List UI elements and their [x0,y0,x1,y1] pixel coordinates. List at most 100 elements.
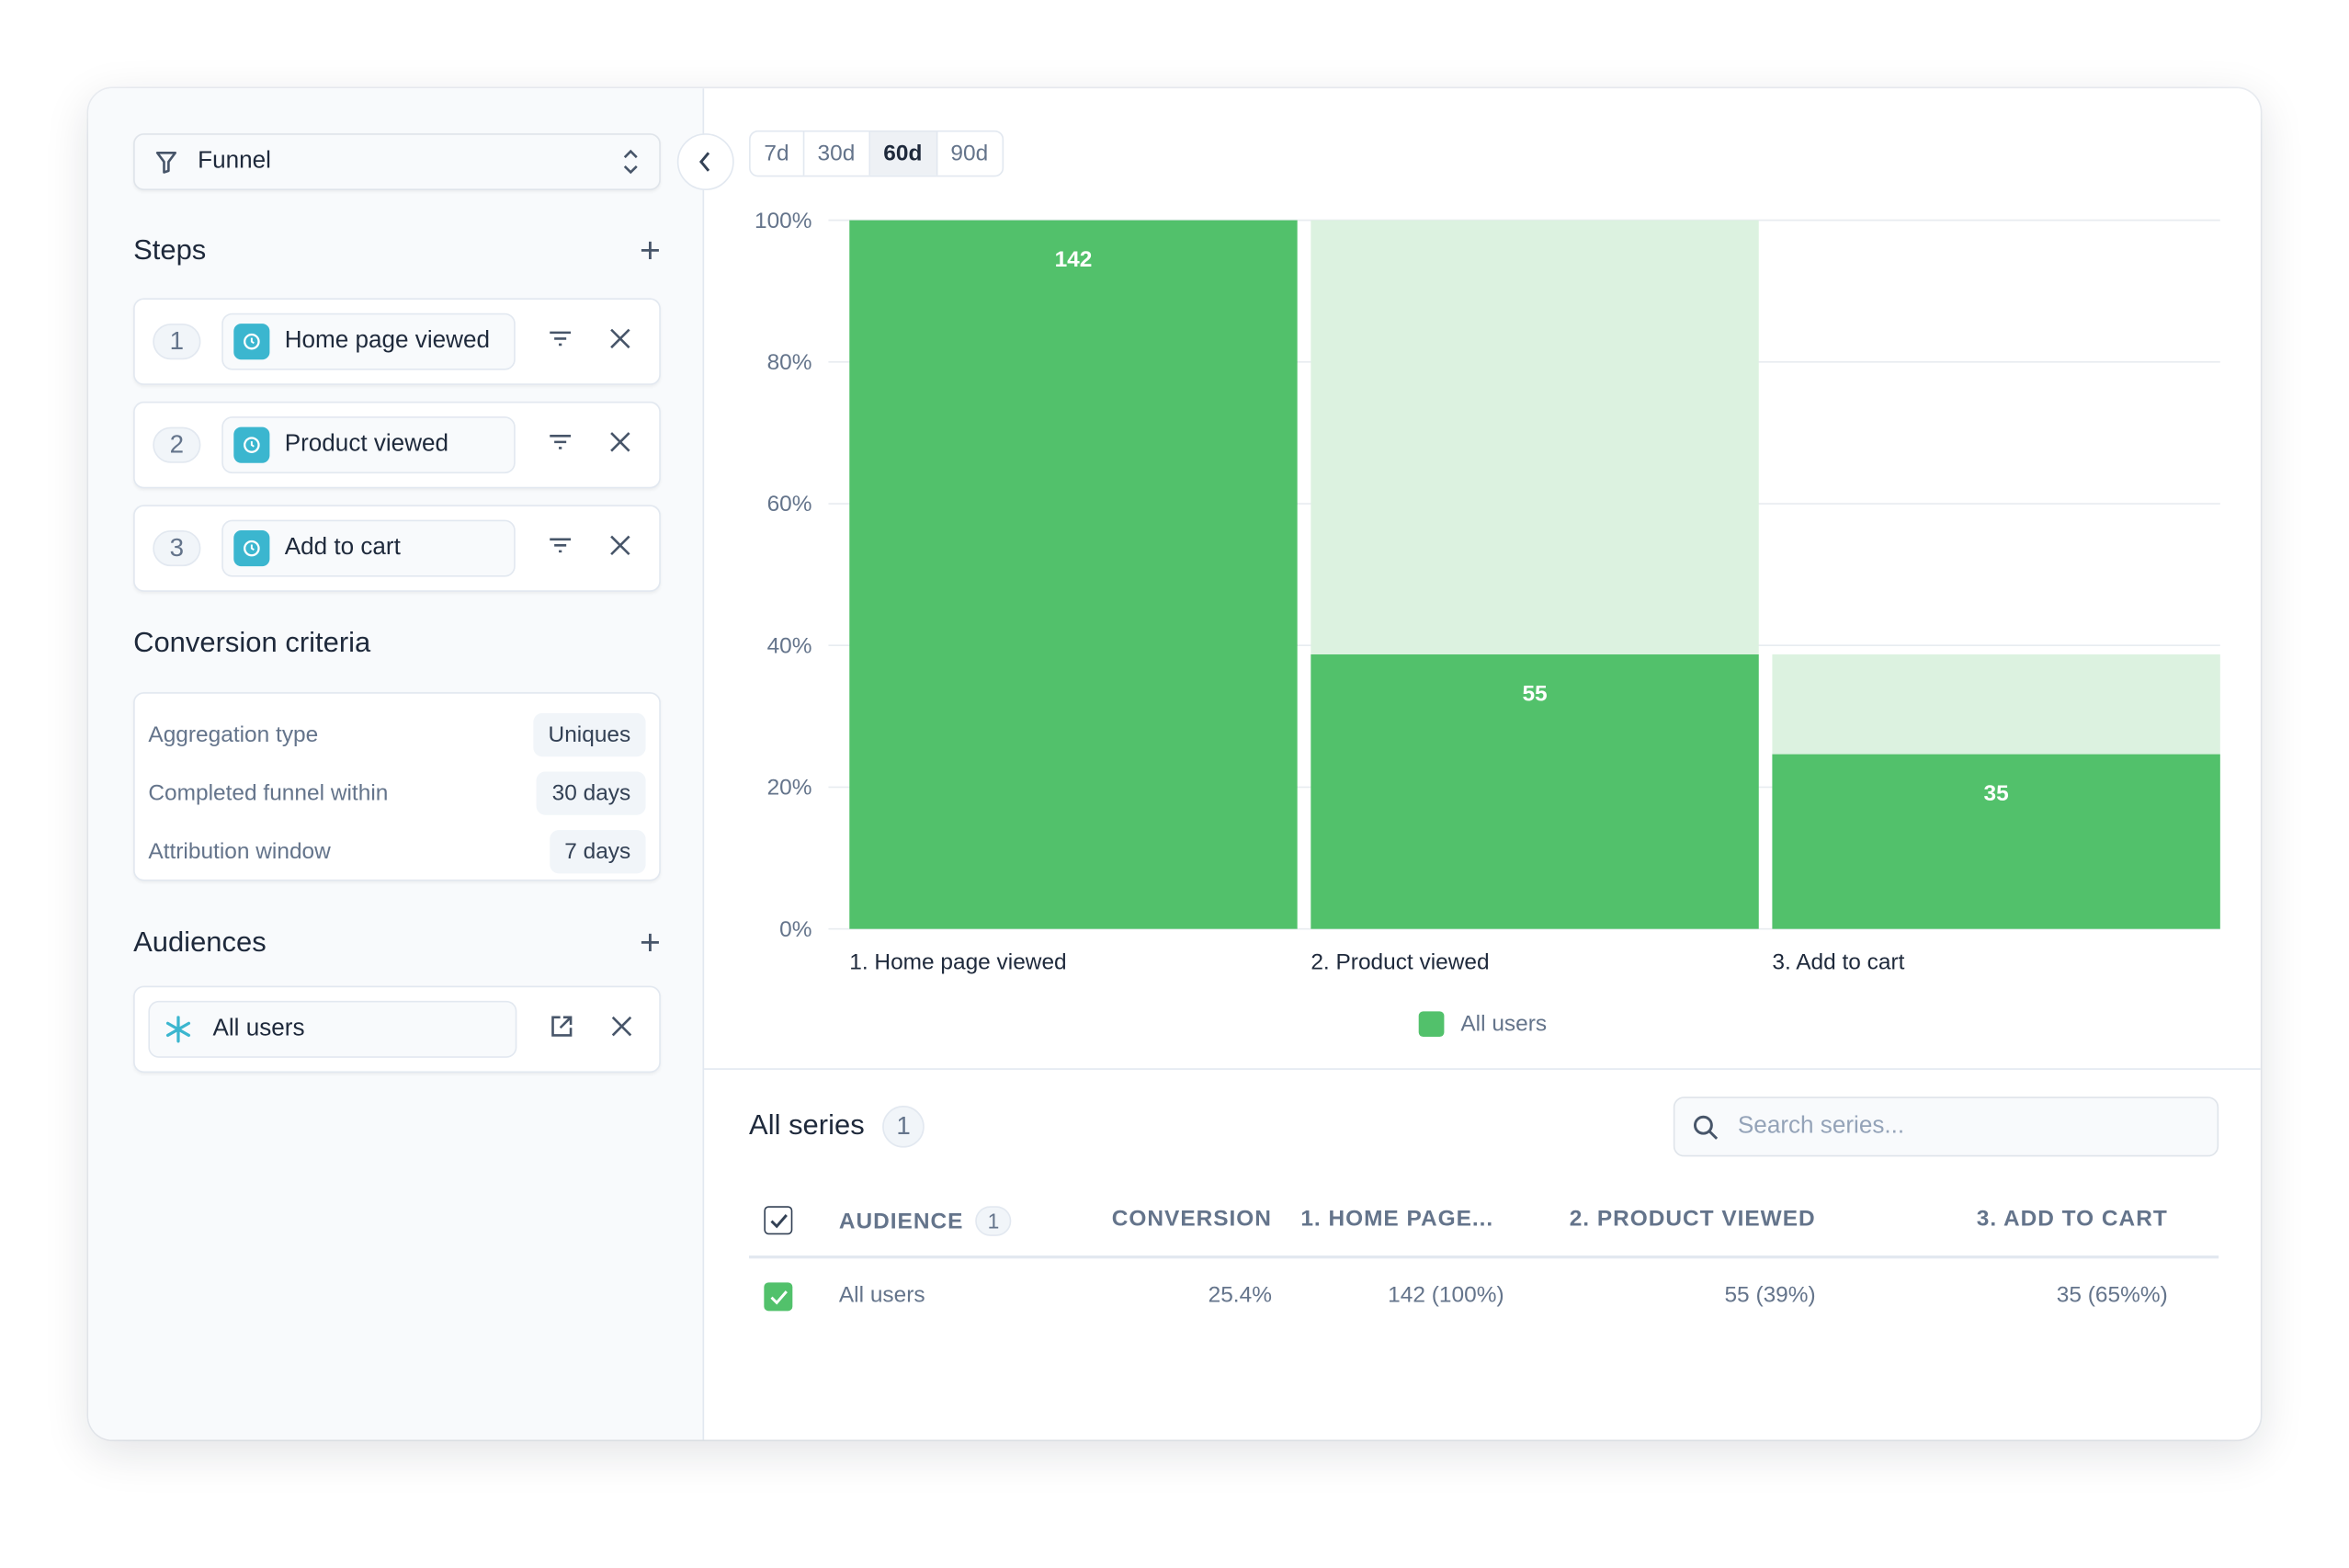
remove-audience-icon[interactable] [604,1014,640,1045]
cell-step1: 142 (100%) [1388,1282,1504,1309]
audience-item: All users [133,985,661,1074]
step-event-label: Add to cart [284,534,401,561]
conversion-criteria-header: Conversion criteria [133,628,661,661]
conversion-bar [1311,654,1759,929]
remove-step-icon[interactable] [602,326,638,358]
clock-icon [233,530,270,567]
chevron-left-icon [698,152,710,172]
filter-icon[interactable] [542,431,578,458]
step-event-selector[interactable]: Product viewed [221,416,516,474]
step-event-label: Home page viewed [284,327,490,354]
range-option-60d[interactable]: 60d [869,131,937,176]
criteria-title: Conversion criteria [133,628,371,660]
criteria-row: Attribution window 7 days [148,823,646,881]
step-event-selector[interactable]: Add to cart [221,519,516,577]
audience-header-label: AUDIENCE [838,1209,964,1235]
conversion-bar [1772,754,2220,929]
criteria-row: Aggregation type Uniques [148,706,646,765]
column-header-audience[interactable]: AUDIENCE 1 [839,1206,1012,1236]
chart-legend: All users [1418,1011,1548,1038]
check-icon [769,1290,788,1304]
select-all-checkbox[interactable] [764,1206,793,1235]
attribution-window-select[interactable]: 7 days [549,830,646,874]
y-tick-label: 100% [755,209,812,233]
data-label: 55 [1522,682,1547,707]
step-number: 1 [153,324,201,360]
step-item: 1 Home page viewed [133,298,661,385]
funnel-window-select[interactable]: 30 days [537,771,646,815]
audiences-title: Audiences [133,927,267,960]
steps-header: Steps + [133,231,661,273]
sidebar: Funnel Steps + 1 Home page viewed 2 Prod… [88,88,705,1440]
y-tick-label: 80% [767,350,812,375]
data-label: 142 [1055,247,1093,272]
audiences-header: Audiences + [133,923,661,965]
remove-step-icon[interactable] [602,533,638,564]
audience-count-badge: 1 [975,1206,1012,1236]
audience-selector[interactable]: All users [148,1000,517,1058]
step-number: 3 [153,530,201,567]
x-category-label: 2. Product viewed [1311,950,1489,975]
column-header-step2[interactable]: 2. PRODUCT VIEWED [1569,1206,1816,1232]
legend-label: All users [1460,1011,1548,1038]
series-count-badge: 1 [882,1106,925,1148]
cell-step2: 55 (39%) [1724,1282,1816,1309]
range-option-90d[interactable]: 90d [950,141,989,166]
clock-icon [233,324,270,360]
remove-step-icon[interactable] [602,429,638,460]
steps-title: Steps [133,234,207,267]
date-range-toggle: 7d 30d 60d 90d [749,130,1004,177]
open-external-icon[interactable] [544,1014,580,1045]
table-header-divider [749,1256,2219,1259]
cell-step3: 35 (65%%) [2056,1282,2168,1309]
aggregation-type-select[interactable]: Uniques [533,712,646,757]
chart-type-label: Funnel [198,148,271,175]
chart-type-select[interactable]: Funnel [133,133,661,191]
step-event-selector[interactable]: Home page viewed [221,312,516,370]
y-tick-label: 40% [767,633,812,658]
data-label: 35 [1984,781,2009,806]
series-header: All series 1 [749,1106,925,1148]
check-icon [769,1213,788,1228]
x-category-label: 3. Add to cart [1772,950,1904,975]
criteria-row: Completed funnel within 30 days [148,764,646,823]
legend-swatch [1418,1011,1445,1038]
search-series [1673,1096,2219,1157]
step-number: 2 [153,426,201,463]
criteria-label: Attribution window [148,838,331,865]
column-header-conversion[interactable]: CONVERSION [1111,1206,1272,1232]
conversion-bar [849,220,1298,929]
cell-conversion: 25.4% [1208,1282,1272,1309]
y-tick-label: 0% [779,917,811,942]
filter-icon[interactable] [542,535,578,562]
funnel-chart: 0% 20% 40% 60% 80% 100% 142 1. Home page viewed… [755,209,2220,975]
criteria-label: Aggregation type [148,722,319,748]
chevron-up-down-icon [623,149,638,175]
y-tick-label: 20% [767,776,812,801]
add-audience-button[interactable]: + [640,923,661,964]
series-title: All series [749,1109,865,1142]
range-option-7d[interactable]: 7d [751,131,804,176]
audience-label: All users [212,1016,305,1041]
criteria-label: Completed funnel within [148,780,389,806]
step-item: 3 Add to cart [133,505,661,592]
conversion-criteria-panel: Aggregation type Uniques Completed funnel… [133,692,661,881]
column-header-step1[interactable]: 1. HOME PAGE... [1300,1206,1494,1232]
range-option-30d[interactable]: 30d [804,131,870,176]
y-tick-label: 60% [767,492,812,517]
snowflake-icon [165,1016,191,1043]
search-icon [1693,1114,1719,1140]
x-category-label: 1. Home page viewed [849,950,1066,975]
funnel-insight-card: Funnel Steps + 1 Home page viewed 2 Prod… [88,88,2261,1440]
step-event-label: Product viewed [284,431,449,458]
filter-icon[interactable] [542,328,578,355]
divider [704,1068,2261,1070]
funnel-icon [155,151,177,173]
row-checkbox[interactable] [764,1282,793,1312]
step-item: 2 Product viewed [133,401,661,489]
clock-icon [233,426,270,463]
add-step-button[interactable]: + [640,231,661,272]
collapse-sidebar-button[interactable] [676,133,734,191]
search-series-input[interactable] [1737,1113,2187,1141]
column-header-step3[interactable]: 3. ADD TO CART [1976,1206,2168,1232]
